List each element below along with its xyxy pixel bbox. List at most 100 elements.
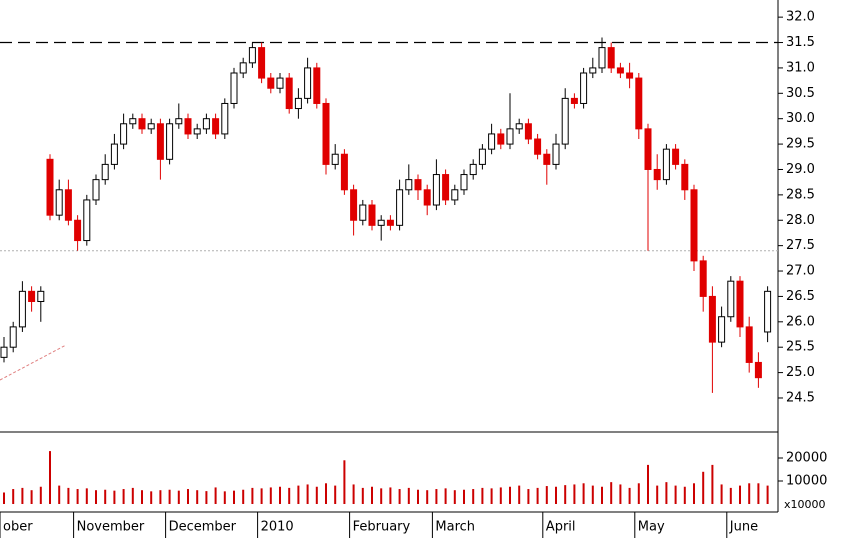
volume-bar (141, 490, 143, 504)
candle-body (202, 118, 210, 130)
volume-bar (3, 492, 5, 504)
volume-bar (490, 488, 493, 504)
candle-body (350, 189, 358, 221)
volume-bar (426, 490, 429, 504)
volume-bar (407, 487, 410, 504)
candle-body (359, 204, 367, 221)
trend-line (0, 344, 67, 381)
y-tick-label: 28.5 (786, 187, 815, 202)
candle-body (745, 326, 753, 363)
candle-body (616, 67, 624, 74)
volume-bar (352, 484, 355, 504)
candle-body (635, 77, 643, 130)
volume-bar (12, 489, 15, 504)
candle-body (138, 118, 146, 130)
volume-bar (453, 490, 456, 504)
volume-bar (674, 485, 677, 504)
volume-tick-label: 10000 (786, 473, 827, 488)
volume-bar (159, 490, 162, 504)
candle-body (193, 128, 201, 135)
y-tick-label: 31.5 (786, 35, 815, 50)
candle-body (405, 179, 413, 191)
volume-tick-label: 20000 (786, 450, 827, 465)
volume-bar (582, 483, 585, 504)
x-tick-label: December (169, 520, 237, 535)
candle-body (175, 118, 183, 125)
volume-bar (30, 490, 33, 504)
candle-body (294, 97, 302, 110)
volume-bar (665, 482, 668, 504)
volume-bar (104, 489, 107, 504)
volume-bar (481, 487, 484, 504)
y-tick-label: 25.5 (786, 340, 815, 355)
volume-bar (417, 489, 419, 504)
candle-body (515, 123, 523, 130)
candle-body (497, 133, 505, 145)
candle-body (672, 148, 680, 165)
candle-body (469, 163, 477, 176)
volume-bar (288, 487, 291, 504)
y-tick-label: 31.0 (786, 60, 815, 75)
candle-body (727, 280, 735, 318)
candle-body (414, 179, 422, 191)
candle-body (534, 138, 542, 155)
volume-bar (177, 490, 180, 504)
y-tick-label: 27.0 (786, 264, 815, 279)
candle-body (9, 326, 17, 348)
candle-body (92, 179, 100, 201)
candle-body (120, 123, 128, 145)
volume-bar (113, 490, 116, 504)
candle-body (0, 346, 8, 358)
volume-bar (21, 487, 24, 504)
x-tick-label: March (435, 520, 475, 535)
y-tick-label: 30.0 (786, 111, 815, 126)
candle-body (524, 123, 532, 140)
y-tick-label: 32.0 (786, 10, 815, 25)
candle-body (64, 189, 72, 221)
volume-bar (187, 489, 189, 504)
candle-body (230, 72, 238, 104)
x-tick-label: February (353, 520, 411, 535)
candle-body (304, 67, 312, 99)
volume-bar (214, 487, 217, 504)
volume-bar (389, 487, 392, 504)
y-tick-label: 28.0 (786, 213, 815, 228)
volume-bar (766, 485, 769, 504)
candle-body (221, 102, 229, 135)
candle-body (423, 189, 431, 206)
candle-body (37, 290, 45, 302)
volume-bar (527, 489, 530, 504)
volume-bar (95, 490, 97, 504)
volume-bar (518, 485, 521, 504)
volume-bar (325, 483, 327, 504)
volume-bar (637, 483, 640, 504)
candle-body (607, 47, 615, 69)
y-tick-label: 29.5 (786, 137, 815, 152)
y-tick-label: 26.0 (786, 314, 815, 329)
volume-bar (67, 487, 70, 504)
candle-body (212, 118, 220, 135)
candle-body (708, 295, 716, 343)
volume-bar (472, 489, 475, 504)
volume-bar (196, 490, 199, 504)
volume-bar (555, 486, 557, 504)
candle-body (488, 133, 496, 150)
volume-bar (279, 486, 281, 504)
candle-body (580, 72, 588, 104)
y-tick-label: 29.0 (786, 162, 815, 177)
candle-body (147, 123, 155, 130)
volume-bar (122, 489, 125, 504)
x-tick-label: 2010 (261, 520, 294, 535)
candle-body (653, 168, 661, 181)
candle-body (432, 174, 440, 206)
candle-body (28, 290, 36, 302)
volume-bar (39, 486, 42, 504)
candle-body (699, 260, 707, 297)
candle-body (626, 72, 634, 79)
volume-bar (233, 490, 235, 504)
candle-body (662, 148, 670, 181)
volume-bar (150, 491, 153, 504)
volume-bar (628, 487, 631, 504)
x-tick-label: November (77, 520, 145, 535)
